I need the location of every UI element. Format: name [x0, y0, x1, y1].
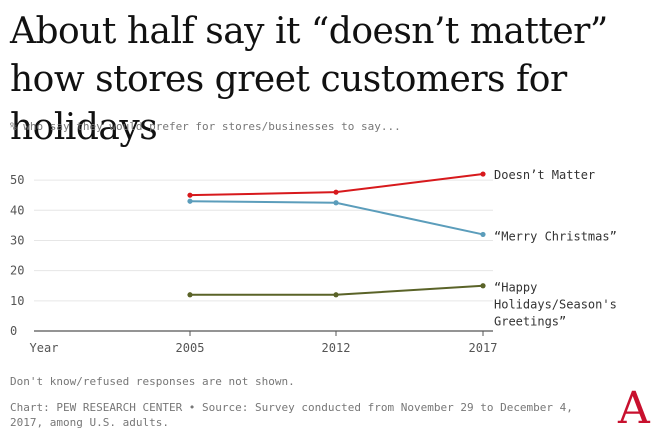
data-point: [480, 231, 486, 238]
x-tick-label: 2017: [469, 341, 498, 355]
y-tick-label: 20: [10, 264, 24, 278]
data-point: [187, 198, 193, 204]
x-axis-ticks: Year 2005 2012 2017: [30, 341, 498, 355]
series-label: “Merry Christmas”: [494, 229, 617, 243]
data-point: [333, 189, 339, 195]
series-label: Doesn’t Matter: [494, 168, 595, 182]
series-labels: Doesn’t Matter “Merry Christmas” “Happy Hol…: [494, 168, 617, 329]
chart-title: About half say it “doesn’t matter” how s…: [10, 11, 608, 148]
series-label: Greetings”: [494, 315, 566, 329]
data-point: [187, 192, 193, 198]
x-axis-label: Year: [30, 341, 59, 355]
data-point: [187, 292, 193, 298]
y-tick-label: 10: [10, 294, 24, 308]
data-point: [480, 283, 486, 289]
source-credit: Chart: PEW RESEARCH CENTER • Source: Sur…: [10, 401, 573, 429]
series-label: Holidays/Season's: [494, 298, 617, 312]
line-chart: 0 10 20 30 40 50 Year 2005 2012 2017 Doesn’t Mat…: [10, 168, 617, 355]
x-tick-label: 2005: [176, 341, 205, 355]
series-line-1: [189, 200, 484, 236]
y-tick-label: 40: [10, 203, 24, 217]
series-label: “Happy: [494, 281, 537, 295]
chart-subtitle: % who say they would prefer for stores/b…: [10, 120, 401, 133]
x-tick-label: 2012: [322, 341, 351, 355]
publisher-logo: A: [618, 383, 650, 434]
data-point: [333, 200, 339, 206]
grid-lines: [34, 179, 493, 336]
y-tick-label: 30: [10, 233, 24, 247]
y-tick-label: 50: [10, 173, 24, 187]
y-tick-label: 0: [10, 324, 17, 338]
series-lines: [187, 171, 486, 298]
footnote: Don't know/refused responses are not sho…: [10, 375, 295, 388]
data-point: [480, 171, 486, 177]
data-point: [333, 292, 339, 298]
y-axis-ticks: 0 10 20 30 40 50: [10, 173, 24, 338]
